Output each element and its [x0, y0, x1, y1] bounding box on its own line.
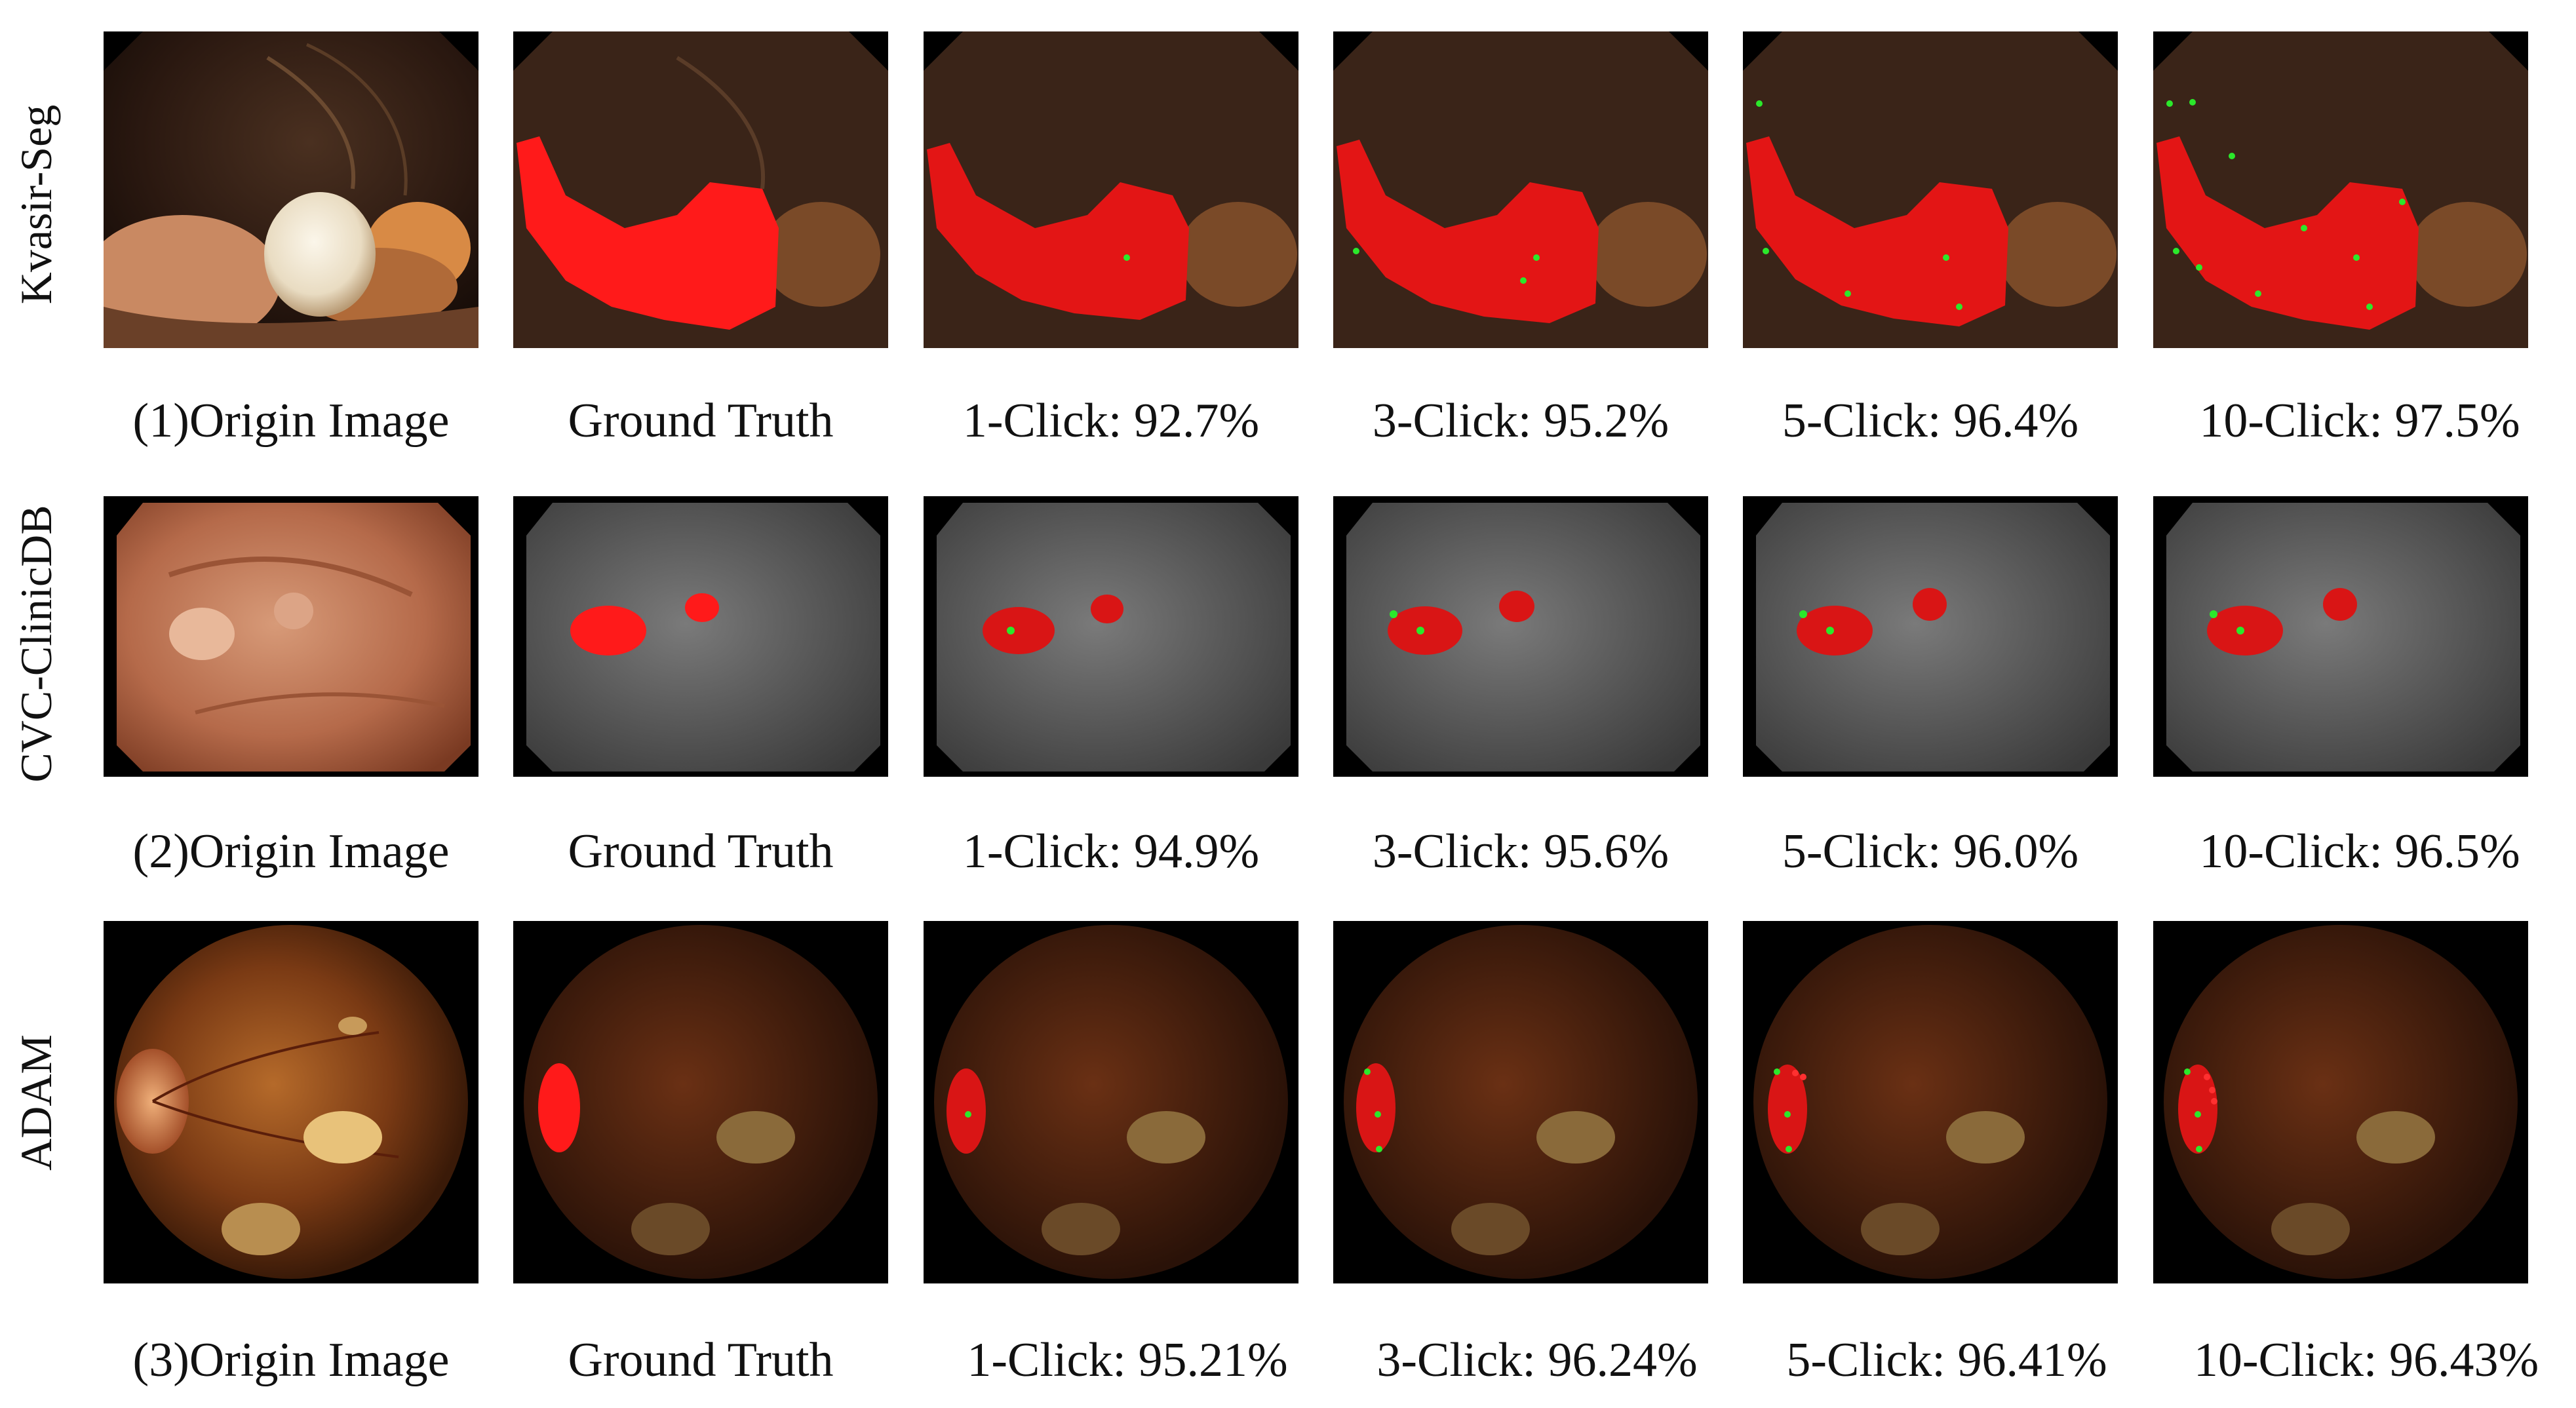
- caption-kvasir-ground-truth: Ground Truth: [568, 394, 834, 448]
- caption-clinicdb-1-click: 1-Click: 94.9%: [962, 825, 1260, 878]
- kvasir-5-click-result: [1743, 31, 2118, 348]
- adam-10-click-result: [2153, 921, 2528, 1283]
- caption-clinicdb-5-click: 5-Click: 96.0%: [1782, 825, 2079, 878]
- caption-clinicdb-3-click: 3-Click: 95.6%: [1372, 825, 1669, 878]
- clinicdb-10-click-result: [2153, 496, 2528, 777]
- row-label-kvasir: Kvasir-Seg: [11, 104, 61, 305]
- caption-kvasir-3-click: 3-Click: 95.2%: [1372, 394, 1669, 448]
- kvasir-3-click-result: [1333, 31, 1708, 348]
- kvasir-10-click-result: [2153, 31, 2528, 348]
- caption-clinicdb-origin: (2)Origin Image: [132, 825, 450, 878]
- kvasir-ground-truth: [513, 31, 888, 348]
- clinicdb-ground-truth: [513, 496, 888, 777]
- adam-3-click-result: [1333, 921, 1708, 1283]
- clinicdb-origin-image: [104, 496, 478, 777]
- row-label-adam: ADAM: [11, 1034, 61, 1171]
- caption-clinicdb-10-click: 10-Click: 96.5%: [2199, 825, 2520, 878]
- caption-adam-origin: (3)Origin Image: [132, 1333, 450, 1387]
- caption-clinicdb-ground-truth: Ground Truth: [568, 825, 834, 878]
- kvasir-1-click-result: [924, 31, 1298, 348]
- adam-origin-image: [104, 921, 478, 1283]
- caption-adam-1-click: 1-Click: 95.21%: [967, 1333, 1288, 1387]
- row-label-clinicdb: CVC-ClinicDB: [11, 505, 61, 783]
- kvasir-origin-image: [104, 31, 478, 348]
- caption-adam-10-click: 10-Click: 96.43%: [2193, 1333, 2539, 1387]
- clinicdb-1-click-result: [924, 496, 1298, 777]
- clinicdb-5-click-result: [1743, 496, 2118, 777]
- caption-kvasir-5-click: 5-Click: 96.4%: [1782, 394, 2079, 448]
- caption-adam-ground-truth: Ground Truth: [568, 1333, 834, 1387]
- caption-kvasir-1-click: 1-Click: 92.7%: [962, 394, 1260, 448]
- adam-1-click-result: [924, 921, 1298, 1283]
- clinicdb-3-click-result: [1333, 496, 1708, 777]
- adam-ground-truth: [513, 921, 888, 1283]
- caption-kvasir-10-click: 10-Click: 97.5%: [2199, 394, 2520, 448]
- adam-5-click-result: [1743, 921, 2118, 1283]
- caption-adam-3-click: 3-Click: 96.24%: [1376, 1333, 1698, 1387]
- caption-kvasir-origin: (1)Origin Image: [132, 394, 450, 448]
- caption-adam-5-click: 5-Click: 96.41%: [1786, 1333, 2107, 1387]
